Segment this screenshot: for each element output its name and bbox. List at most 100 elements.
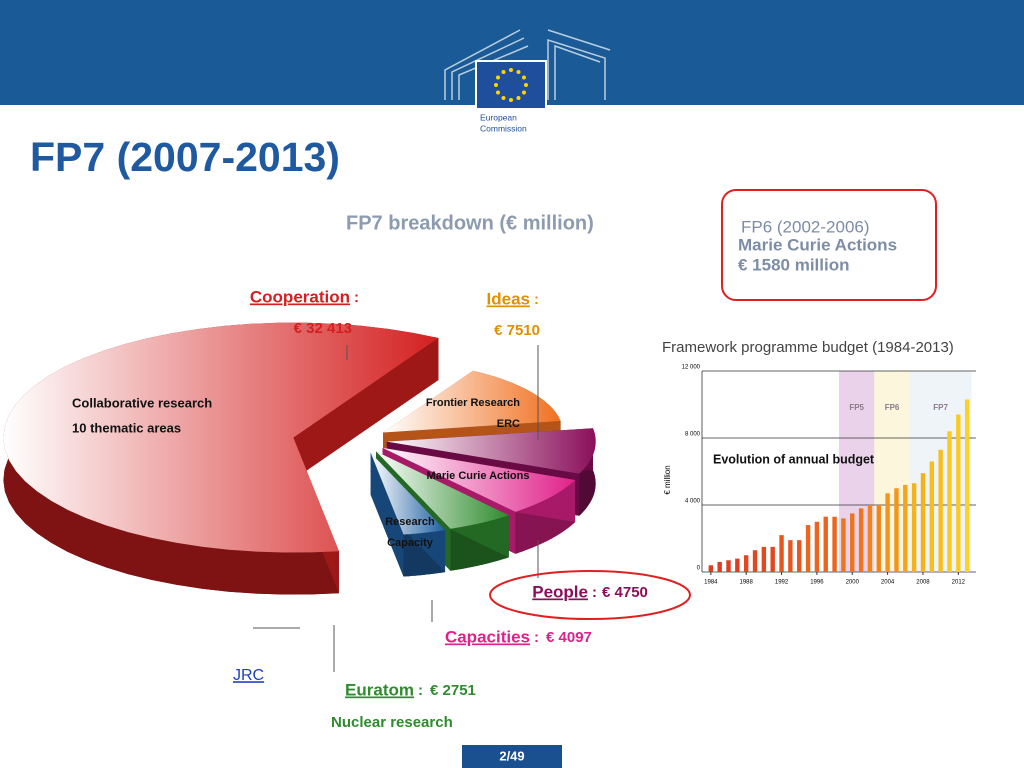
category-label: Cooperation bbox=[250, 287, 350, 306]
bar bbox=[938, 449, 943, 572]
bar bbox=[797, 540, 802, 572]
callout-box bbox=[721, 189, 937, 301]
star bbox=[494, 83, 498, 87]
bar bbox=[894, 488, 899, 572]
bar bbox=[814, 521, 820, 572]
bar bbox=[805, 525, 811, 572]
y-tick-label: 0 bbox=[697, 566, 701, 572]
bar bbox=[867, 505, 873, 572]
band-label: FP6 bbox=[885, 403, 900, 412]
bar bbox=[929, 461, 935, 572]
slice-label: ERC bbox=[497, 418, 520, 430]
slide-title: FP7 (2007-2013) bbox=[30, 134, 340, 180]
band-label: FP7 bbox=[933, 403, 948, 412]
bar bbox=[735, 558, 740, 572]
bar bbox=[708, 565, 714, 572]
value-label: € 4750 bbox=[602, 584, 648, 601]
bar bbox=[726, 560, 731, 572]
callout-text: Marie Curie Actions bbox=[738, 235, 897, 254]
y-tick-label: 8 000 bbox=[685, 432, 701, 438]
category-label: Ideas bbox=[487, 289, 530, 308]
star bbox=[524, 83, 528, 87]
slice bbox=[386, 428, 596, 474]
slice-face bbox=[370, 452, 404, 577]
slice-label: Marie Curie Actions bbox=[427, 470, 530, 482]
y-tick-label: 4 000 bbox=[685, 499, 701, 505]
annotation: Evolution of annual budget bbox=[713, 452, 875, 466]
star bbox=[496, 75, 501, 80]
separator: : bbox=[354, 289, 359, 306]
category-label: JRC bbox=[233, 667, 264, 684]
y-tick-label: 12 000 bbox=[682, 365, 701, 371]
logo-text: European bbox=[480, 112, 517, 122]
slice bbox=[3, 322, 439, 553]
callout-text: € 1580 million bbox=[738, 255, 850, 274]
category-label: Capacities bbox=[445, 627, 530, 646]
x-tick-label: 2008 bbox=[916, 580, 930, 586]
pie-title: FP7 breakdown (€ million) bbox=[346, 212, 594, 234]
highlight-ring bbox=[489, 570, 691, 620]
bar bbox=[832, 516, 837, 572]
callout-text: FP6 (2002-2006) bbox=[741, 217, 870, 236]
slice-label: Capacity bbox=[387, 537, 434, 549]
value-label: € 4097 bbox=[546, 629, 592, 646]
value-label: € 2751 bbox=[430, 682, 476, 699]
star bbox=[521, 90, 526, 95]
x-tick-label: 2012 bbox=[952, 580, 966, 586]
bar bbox=[956, 414, 961, 572]
bar bbox=[823, 516, 828, 572]
star bbox=[501, 95, 506, 100]
bar bbox=[876, 505, 881, 572]
slice-label: 10 thematic areas bbox=[72, 420, 181, 435]
x-tick-label: 1992 bbox=[775, 580, 789, 586]
bar bbox=[850, 513, 855, 572]
bar bbox=[841, 518, 846, 572]
star bbox=[521, 75, 526, 80]
page-number: 2/49 bbox=[499, 748, 524, 763]
x-tick-label: 1988 bbox=[740, 580, 754, 586]
bar bbox=[770, 546, 775, 572]
logo: European Commission bbox=[444, 29, 611, 144]
bar bbox=[761, 546, 767, 572]
bar bbox=[947, 431, 952, 572]
bar bbox=[752, 550, 758, 572]
star bbox=[496, 90, 501, 95]
y-axis-label: € million bbox=[663, 465, 672, 494]
x-tick-label: 2000 bbox=[846, 580, 860, 586]
slice bbox=[370, 452, 446, 535]
category-label: People bbox=[532, 582, 588, 601]
bar bbox=[858, 508, 864, 572]
star bbox=[501, 70, 506, 75]
category-label: Euratom bbox=[345, 680, 414, 699]
slice bbox=[383, 370, 561, 433]
slice-label: Frontier Research bbox=[426, 397, 520, 409]
star bbox=[516, 95, 521, 100]
slice-label: Collaborative research bbox=[72, 395, 212, 410]
x-tick-label: 2004 bbox=[881, 580, 895, 586]
x-tick-label: 1996 bbox=[810, 580, 824, 586]
slice-rim bbox=[579, 428, 596, 516]
slice-face bbox=[293, 338, 439, 480]
separator: : bbox=[534, 291, 539, 308]
bar bbox=[964, 399, 970, 572]
bar bbox=[743, 555, 749, 572]
star bbox=[509, 98, 513, 102]
slice-label: Research bbox=[385, 516, 435, 528]
bar bbox=[920, 473, 926, 572]
slice-label: Nuclear research bbox=[331, 714, 453, 731]
logo-text: Commission bbox=[480, 123, 527, 133]
star bbox=[509, 68, 513, 72]
slice bbox=[376, 451, 509, 529]
separator: : bbox=[534, 629, 539, 646]
bar bbox=[779, 535, 784, 572]
x-tick-label: 1984 bbox=[704, 580, 718, 586]
footer-box bbox=[462, 745, 562, 768]
slice bbox=[382, 447, 576, 512]
bar bbox=[903, 484, 908, 572]
star bbox=[516, 70, 521, 75]
separator: : bbox=[418, 682, 423, 699]
bar-title: Framework programme budget (1984-2013) bbox=[662, 339, 954, 356]
value-label: € 7510 bbox=[494, 322, 540, 339]
bar bbox=[717, 561, 722, 572]
